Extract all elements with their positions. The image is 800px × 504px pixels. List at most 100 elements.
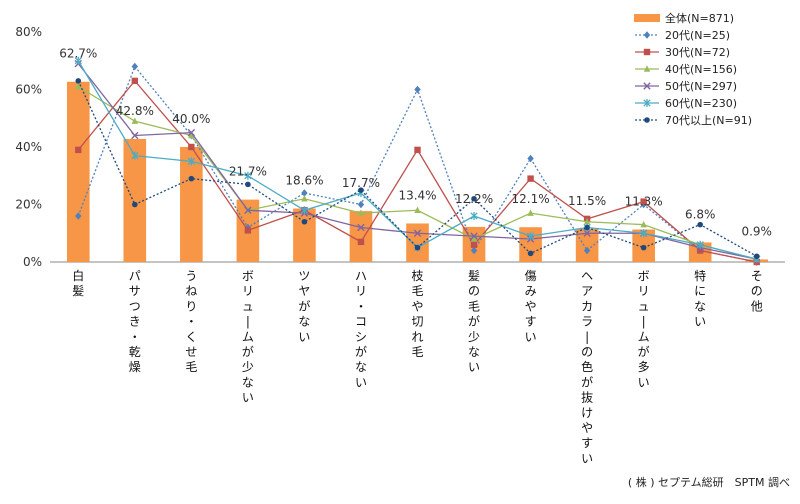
y-tick-label: 40% (15, 140, 42, 154)
category-label: ヘアカラ|の色が抜けやすい (581, 269, 593, 465)
series-point (470, 241, 478, 248)
series-point (527, 154, 534, 163)
bar-value-label: 40.0% (172, 112, 210, 126)
credit-text: ( 株 ) セプテム総研 SPTM 調べ (628, 475, 790, 489)
series-point (188, 175, 195, 182)
bar-value-label: 21.7% (229, 165, 267, 179)
series-point (414, 85, 421, 94)
series-point (640, 198, 647, 205)
legend-label: 70代以上(N=91) (665, 114, 752, 127)
series-point (301, 194, 308, 202)
series-point (471, 195, 477, 202)
series-point (75, 82, 82, 90)
series-point (697, 221, 703, 228)
category-labels: 白髪 パサつき・乾燥 うねり・くせ毛 ボリュ|ムが少ない ツヤがない ハリ・コシがない 枝毛… (72, 268, 762, 465)
series-point (244, 227, 252, 234)
bar-value-label: 11.3% (625, 195, 663, 209)
series-point (639, 229, 648, 238)
bar (575, 228, 599, 262)
series-point (358, 187, 364, 193)
bar-value-label: 62.7% (59, 47, 97, 61)
data-labels: 62.7% 42.8% 40.0% 21.7% 18.6% 17.7% 13.4% 12.2%… (59, 47, 772, 239)
series-point (414, 206, 421, 214)
series-point (301, 189, 308, 197)
series-point (753, 253, 760, 260)
bar (349, 211, 373, 262)
bar-value-label: 12.1% (512, 192, 550, 206)
category-label: ボリュ|ムが多い (638, 269, 650, 389)
category-label: ツヤがない (298, 269, 310, 344)
series-point (300, 206, 309, 215)
series-point (75, 78, 82, 84)
series-point (413, 229, 422, 237)
legend-label: 60代(N=230) (665, 97, 737, 110)
series-point (188, 143, 195, 151)
series-point (188, 131, 195, 139)
legend-item: 全体(N=871) (634, 11, 734, 25)
series-point (640, 244, 647, 251)
bar-value-label: 18.6% (285, 174, 323, 188)
series-point (583, 246, 591, 255)
bar (293, 208, 316, 262)
legend: 全体(N=871) 20代(N=25) 30代(N=72) 40代(N=156) 50代… (634, 11, 752, 127)
bar (180, 147, 203, 262)
series-point (643, 82, 651, 90)
series-point (526, 232, 535, 241)
legend-item: 40代(N=156) (635, 63, 737, 76)
series-point (131, 77, 139, 85)
series-point (75, 146, 82, 154)
legend-item: 70代以上(N=91) (635, 114, 752, 127)
series-point (696, 240, 704, 249)
series-point (644, 117, 650, 123)
bar-value-label: 6.8% (685, 207, 716, 221)
series-point (470, 246, 478, 255)
series-point (527, 250, 534, 257)
bar-value-label: 11.5% (568, 194, 606, 208)
series-point (470, 232, 478, 240)
series-point (643, 31, 651, 39)
series-point (132, 201, 138, 208)
series-lines (74, 56, 761, 266)
bars (66, 81, 769, 262)
category-label: 枝毛や切れ毛 (411, 268, 423, 359)
bar-value-label: 17.7% (342, 176, 380, 190)
series-point (245, 181, 251, 188)
series-point (74, 56, 82, 65)
legend-swatch (634, 14, 660, 22)
series-group (75, 77, 760, 266)
series-point (583, 229, 591, 237)
series-group (75, 78, 760, 260)
series-point (527, 175, 534, 182)
bar (66, 81, 90, 262)
category-label: 特にない (694, 268, 706, 329)
series-point (470, 235, 478, 242)
legend-item: 50代(N=297) (635, 80, 737, 93)
series-point (643, 99, 651, 107)
bar (123, 138, 147, 262)
series-point (131, 117, 139, 124)
y-tick-label: 20% (15, 198, 42, 212)
series-point (187, 128, 196, 137)
series-point (244, 171, 252, 180)
y-tick-label: 60% (15, 83, 42, 97)
category-label: パサつき・乾燥 (129, 269, 141, 374)
legend-label: 全体(N=871) (665, 11, 734, 25)
bar-value-label: 13.4% (398, 188, 436, 202)
legend-label: 20代(N=25) (665, 29, 730, 42)
category-label: ハリ・コシがない (355, 269, 367, 389)
category-label: その他 (751, 269, 763, 313)
series-point (301, 218, 308, 225)
series-point (643, 65, 651, 72)
series-point (357, 238, 365, 246)
bar-value-label: 42.8% (116, 104, 154, 118)
series-point (696, 247, 704, 254)
series-point (583, 217, 591, 225)
series-point (643, 48, 651, 56)
series-point (470, 212, 478, 220)
bar-value-label: 12.2% (455, 192, 493, 206)
y-tick-label: 80% (15, 25, 42, 39)
legend-item: 30代(N=72) (635, 46, 730, 59)
legend-item: 60代(N=230) (635, 97, 737, 110)
category-label: 白髪 (72, 268, 84, 298)
